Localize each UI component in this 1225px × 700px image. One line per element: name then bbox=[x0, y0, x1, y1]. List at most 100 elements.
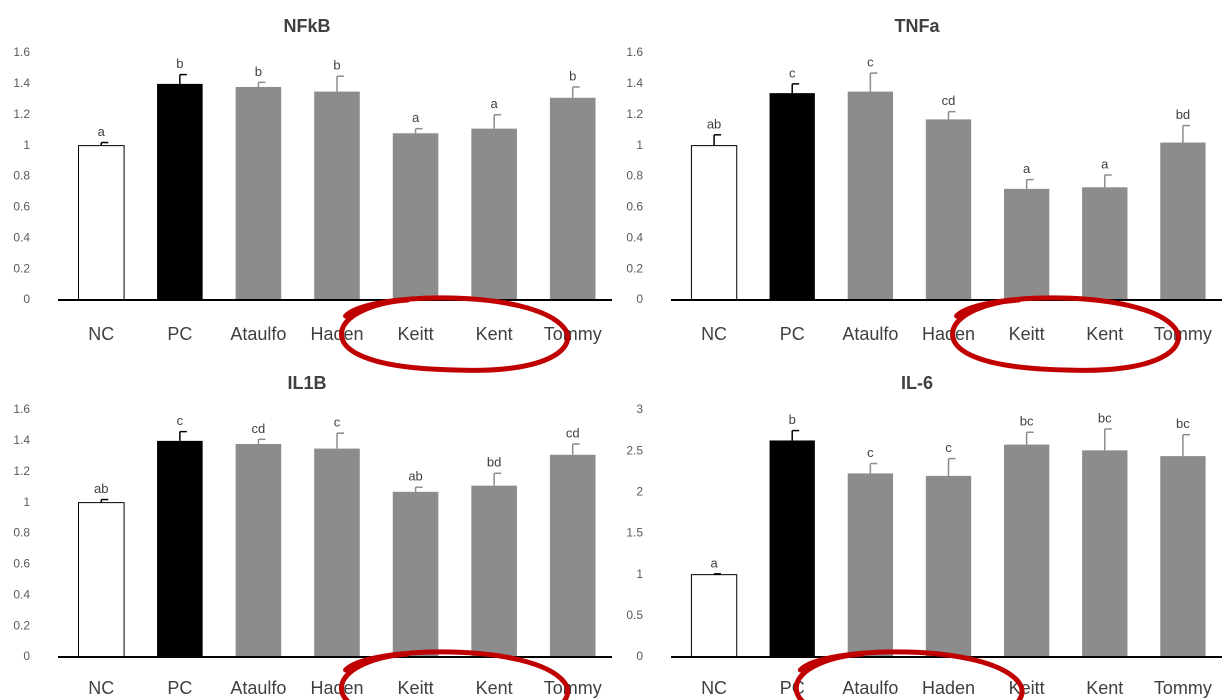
chart1-ytick-label: 1.6 bbox=[13, 45, 30, 59]
chart4-sig-label-keitt: bc bbox=[1020, 414, 1034, 429]
chart4-xtick-label-pc: PC bbox=[780, 678, 805, 698]
chart1-sig-label-keitt: a bbox=[412, 110, 420, 125]
chart1-title: NFkB bbox=[283, 16, 330, 36]
chart3-xtick-label-pc: PC bbox=[167, 678, 192, 698]
chart1-ytick-label: 0.4 bbox=[13, 230, 30, 244]
chart1-xtick-label-kent: Kent bbox=[476, 324, 513, 344]
chart4-sig-label-ataulfo: c bbox=[867, 445, 874, 460]
chart1-bar-nc bbox=[78, 145, 125, 301]
chart2-bar-pc bbox=[769, 93, 815, 300]
chart4-bar-tommy bbox=[1160, 456, 1206, 657]
chart1-xtick-label-haden: Haden bbox=[310, 324, 363, 344]
chart3-ytick-label: 1.2 bbox=[13, 464, 30, 478]
chart2-sig-label-pc: c bbox=[789, 65, 796, 80]
chart3-sig-label-ataulfo: cd bbox=[252, 421, 266, 436]
chart3-xtick-label-haden: Haden bbox=[310, 678, 363, 698]
chart3-bar-nc bbox=[78, 502, 125, 658]
chart4-ytick-label: 3 bbox=[636, 402, 643, 416]
chart2-sig-label-tommy: bd bbox=[1176, 107, 1190, 122]
chart2-ytick-label: 1 bbox=[636, 138, 643, 152]
chart1-ytick-label: 0 bbox=[23, 292, 30, 306]
chart3-bar-ataulfo bbox=[235, 443, 282, 657]
chart4-ytick-label: 2 bbox=[636, 485, 643, 499]
chart3-ytick-label: 1 bbox=[23, 495, 30, 509]
chart2-bar-kent bbox=[1082, 187, 1128, 300]
chart3-sig-label-nc: ab bbox=[94, 481, 108, 496]
chart3-bar-kent bbox=[471, 485, 517, 657]
chart4-ytick-label: 1.5 bbox=[626, 526, 643, 540]
chart1-ytick-label: 1.2 bbox=[13, 107, 30, 121]
chart3-ytick-label: 0.6 bbox=[13, 557, 30, 571]
chart1-xtick-label-nc: NC bbox=[88, 324, 114, 344]
chart4-highlight-circle bbox=[793, 649, 1025, 700]
chart4-bar-kent bbox=[1082, 450, 1128, 657]
chart4-title: IL-6 bbox=[901, 373, 933, 393]
chart2-xtick-label-ataulfo: Ataulfo bbox=[842, 324, 898, 344]
chart4-ytick-label: 0 bbox=[636, 649, 643, 663]
chart3-bar-pc bbox=[157, 440, 203, 657]
chart1-ytick-label: 0.6 bbox=[13, 200, 30, 214]
chart4-sig-label-pc: b bbox=[789, 412, 796, 427]
chart2-xtick-label-tommy: Tommy bbox=[1154, 324, 1212, 344]
chart4-xtick-label-tommy: Tommy bbox=[1154, 678, 1212, 698]
chart4-xtick-label-keitt: Keitt bbox=[1009, 678, 1045, 698]
chart4-xtick-label-kent: Kent bbox=[1086, 678, 1123, 698]
chart2-sig-label-ataulfo: c bbox=[867, 55, 874, 70]
chart2-title: TNFa bbox=[895, 16, 941, 36]
chart4-sig-label-kent: bc bbox=[1098, 410, 1112, 425]
chart2-xtick-label-kent: Kent bbox=[1086, 324, 1123, 344]
chart2-ytick-label: 1.2 bbox=[626, 107, 643, 121]
chart2-sig-label-nc: ab bbox=[707, 116, 721, 131]
chart2-bar-keitt bbox=[1003, 188, 1050, 300]
chart2-ytick-label: 0.8 bbox=[626, 169, 643, 183]
chart3-bar-tommy bbox=[549, 454, 596, 657]
chart4-sig-label-haden: c bbox=[945, 440, 952, 455]
chart3-ytick-label: 0.4 bbox=[13, 587, 30, 601]
chart2-xtick-label-pc: PC bbox=[780, 324, 805, 344]
chart2-bar-ataulfo bbox=[847, 91, 894, 300]
chart3-sig-label-haden: c bbox=[334, 415, 341, 430]
chart4-sig-label-nc: a bbox=[710, 555, 718, 570]
chart1-highlight-circle bbox=[339, 295, 571, 373]
chart3-ytick-label: 1.4 bbox=[13, 433, 30, 447]
chart3-ytick-label: 0.2 bbox=[13, 618, 30, 632]
chart1-ytick-label: 1.4 bbox=[13, 76, 30, 90]
chart4-xtick-label-nc: NC bbox=[701, 678, 727, 698]
chart3-sig-label-pc: c bbox=[177, 413, 184, 428]
chart4-bar-ataulfo bbox=[847, 473, 894, 657]
chart1-sig-label-haden: b bbox=[333, 58, 340, 73]
chart1-bar-pc bbox=[157, 83, 203, 300]
chart1-bar-haden bbox=[314, 91, 360, 300]
chart3-xtick-label-kent: Kent bbox=[476, 678, 513, 698]
chart4-bar-nc bbox=[690, 574, 738, 658]
chart4-ytick-label: 0.5 bbox=[626, 608, 643, 622]
chart1-ytick-label: 0.8 bbox=[13, 169, 30, 183]
chart3-xtick-label-tommy: Tommy bbox=[544, 678, 602, 698]
chart3-xtick-label-nc: NC bbox=[88, 678, 114, 698]
chart2-xtick-label-nc: NC bbox=[701, 324, 727, 344]
chart3-highlight-circle bbox=[339, 649, 571, 700]
chart2-xtick-label-keitt: Keitt bbox=[1009, 324, 1045, 344]
chart1-xtick-label-tommy: Tommy bbox=[544, 324, 602, 344]
chart3-xtick-label-keitt: Keitt bbox=[398, 678, 434, 698]
chart3-xtick-label-ataulfo: Ataulfo bbox=[230, 678, 286, 698]
chart4-xtick-label-haden: Haden bbox=[922, 678, 975, 698]
chart4-xtick-label-ataulfo: Ataulfo bbox=[842, 678, 898, 698]
chart1-xtick-label-keitt: Keitt bbox=[398, 324, 434, 344]
chart1-bar-ataulfo bbox=[235, 86, 282, 301]
chart2-ytick-label: 1.4 bbox=[626, 76, 643, 90]
chart2-ytick-label: 0.4 bbox=[626, 230, 643, 244]
chart2-ytick-label: 1.6 bbox=[626, 45, 643, 59]
chart1-sig-label-pc: b bbox=[176, 56, 183, 71]
chart1-sig-label-kent: a bbox=[491, 96, 499, 111]
chart3-ytick-label: 1.6 bbox=[13, 402, 30, 416]
chart1-sig-label-tommy: b bbox=[569, 68, 576, 83]
chart1-ytick-label: 1 bbox=[23, 138, 30, 152]
chart1-ytick-label: 0.2 bbox=[13, 261, 30, 275]
chart3-bar-keitt bbox=[392, 491, 439, 657]
chart2-ytick-label: 0.6 bbox=[626, 200, 643, 214]
chart1-sig-label-nc: a bbox=[98, 124, 106, 139]
chart2-sig-label-keitt: a bbox=[1023, 161, 1031, 176]
chart2-bar-haden bbox=[925, 119, 972, 300]
